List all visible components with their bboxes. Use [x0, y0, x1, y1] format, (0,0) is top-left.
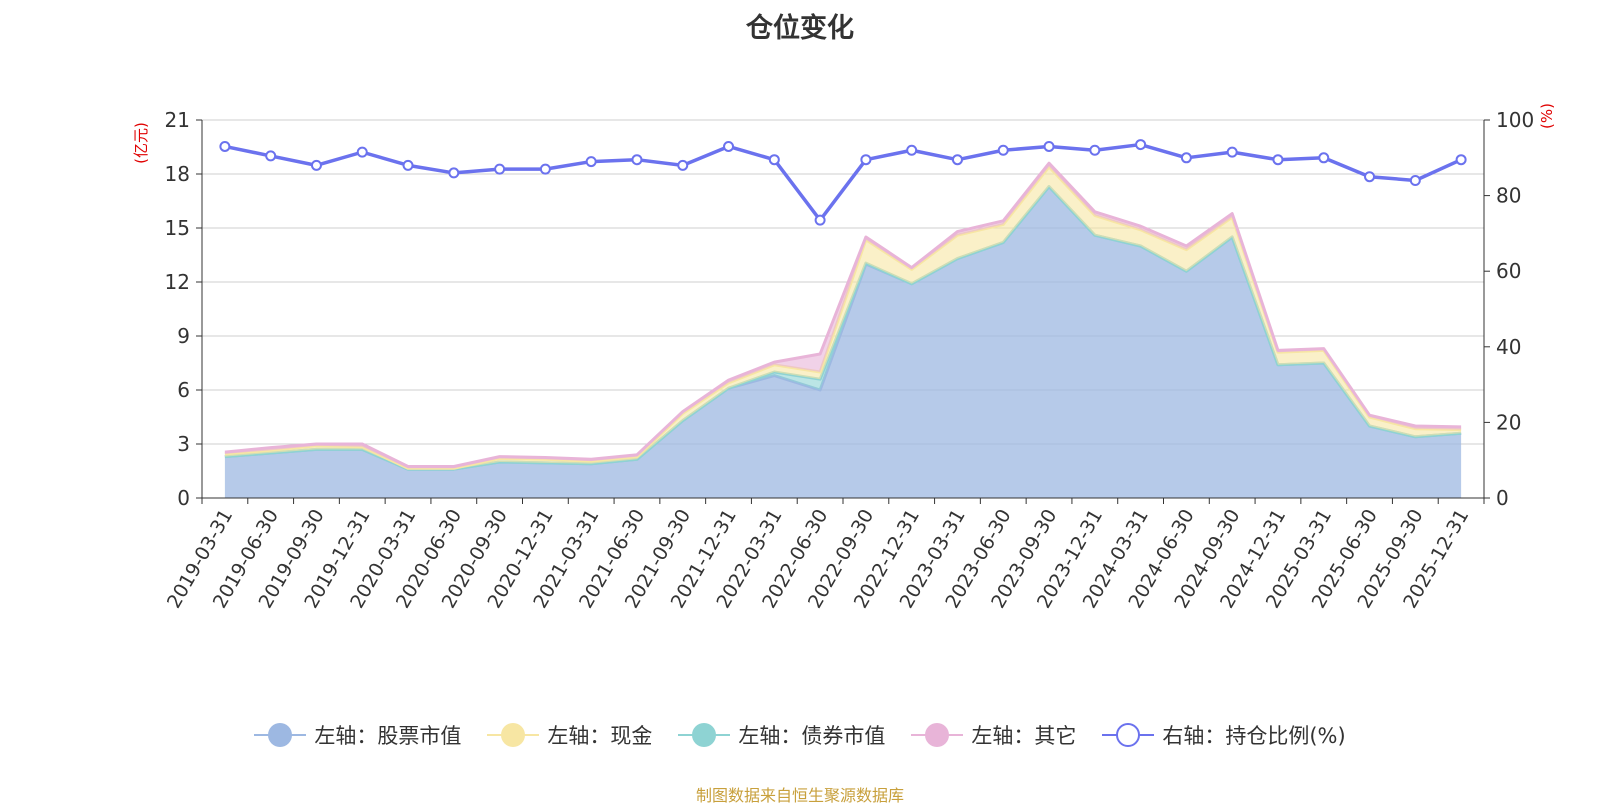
legend-item-bond[interactable]: 左轴：债券市值 [678, 720, 885, 750]
ratio-point [539, 163, 551, 175]
right-tick-label: 20 [1496, 410, 1521, 434]
ratio-point [448, 167, 460, 179]
right-tick-label: 60 [1496, 259, 1521, 283]
ratio-point [356, 146, 368, 158]
ratio-point [1272, 154, 1284, 166]
legend-item-stock[interactable]: 左轴：股票市值 [254, 720, 461, 750]
ratio-point [951, 154, 963, 166]
legend-label: 左轴：现金 [547, 724, 653, 748]
ratio-line [224, 142, 1462, 222]
area-layer [224, 161, 1462, 498]
legend-label: 左轴：其它 [971, 724, 1077, 748]
legend-marker-icon [911, 721, 964, 749]
ratio-point [631, 154, 643, 166]
area-stock [224, 186, 1462, 498]
legend-item-cash[interactable]: 左轴：现金 [487, 720, 652, 750]
ratio-point [1318, 152, 1330, 164]
right-tick-label: 40 [1496, 335, 1521, 359]
ratio-point [265, 150, 277, 162]
ratio-point [219, 140, 231, 152]
legend-marker-icon [1102, 721, 1155, 749]
ratio-point [1043, 140, 1055, 152]
ratio-point [997, 144, 1009, 156]
right-tick-label: 100 [1496, 108, 1534, 132]
legend-label: 左轴：债券市值 [738, 724, 886, 748]
ratio-point [494, 163, 506, 175]
legend-marker-icon [254, 721, 307, 749]
ratio-point [310, 159, 322, 171]
ratio-point [402, 159, 414, 171]
left-tick-label: 6 [177, 378, 190, 402]
legend-item-other[interactable]: 左轴：其它 [911, 720, 1076, 750]
left-tick-label: 15 [165, 216, 190, 240]
left-tick-label: 3 [177, 432, 190, 456]
right-axis-unit-label: (%) [1538, 103, 1556, 129]
line-layer [219, 139, 1467, 226]
right-tick-label: 0 [1496, 486, 1509, 510]
ratio-point [814, 214, 826, 226]
ratio-point [585, 156, 597, 168]
legend-marker-icon [678, 721, 731, 749]
chart-legend: 左轴：股票市值 左轴：现金 左轴：债券市值 左轴：其它 右轴：持仓比例(%) [0, 720, 1600, 750]
left-tick-label: 9 [177, 324, 190, 348]
ratio-point [723, 140, 735, 152]
ratio-point [1226, 146, 1238, 158]
legend-label: 右轴：持仓比例(%) [1162, 724, 1346, 748]
ratio-point [1180, 152, 1192, 164]
left-axis-unit-label: (亿元) [132, 122, 150, 164]
ratio-point [677, 159, 689, 171]
ratio-point [768, 154, 780, 166]
legend-marker-icon [487, 721, 540, 749]
ratio-point [1455, 154, 1467, 166]
ratio-point [860, 154, 872, 166]
area-edge-other [224, 161, 1462, 468]
ratio-point [906, 144, 918, 156]
left-tick-label: 18 [165, 162, 190, 186]
ratio-point [1135, 139, 1147, 151]
area-cash [224, 166, 1462, 470]
legend-item-ratio[interactable]: 右轴：持仓比例(%) [1102, 720, 1346, 750]
source-note: 制图数据来自恒生聚源数据库 [695, 786, 904, 805]
left-tick-label: 21 [165, 108, 190, 132]
left-tick-label: 0 [177, 486, 190, 510]
ratio-point [1409, 174, 1421, 186]
left-tick-label: 12 [165, 270, 190, 294]
legend-label: 左轴：股票市值 [314, 724, 462, 748]
chart-title: 仓位变化 [746, 13, 854, 44]
ratio-point [1364, 171, 1376, 183]
right-tick-label: 80 [1496, 184, 1521, 208]
ratio-point [1089, 144, 1101, 156]
